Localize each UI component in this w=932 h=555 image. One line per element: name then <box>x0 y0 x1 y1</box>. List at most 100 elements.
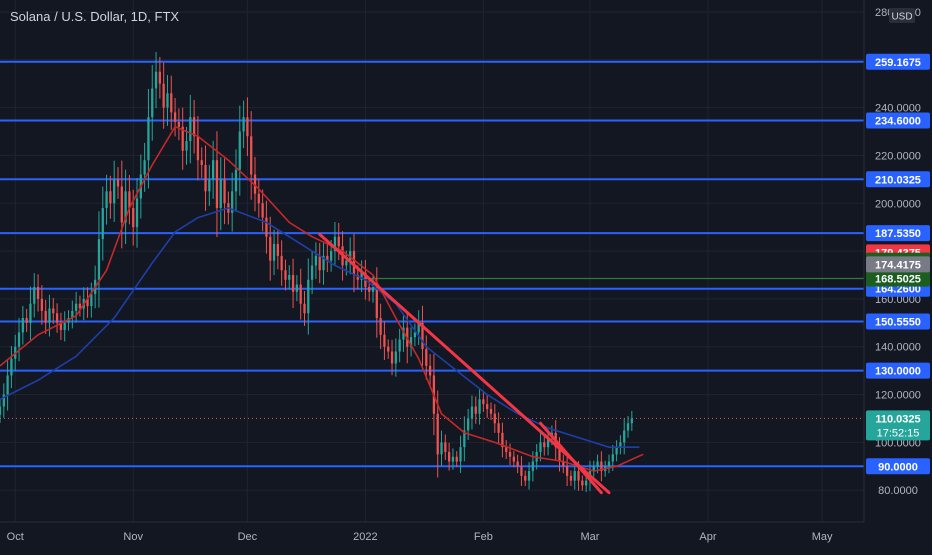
candle-body <box>10 358 13 376</box>
candle-body <box>337 236 340 247</box>
candle-body <box>6 375 9 395</box>
level-price-label: 187.5350 <box>875 228 921 240</box>
candle-body <box>562 461 565 467</box>
candle-body <box>322 255 325 271</box>
candle-body <box>265 217 268 237</box>
candle-body <box>329 251 333 261</box>
candle-body <box>36 286 40 299</box>
candle-body <box>59 322 63 330</box>
level-price-label-bg <box>866 112 930 129</box>
last-price-label: 110.0325 <box>875 413 920 425</box>
y-tick-label: 160.0000 <box>875 294 921 306</box>
candle-body <box>52 308 55 314</box>
candle-body <box>173 112 177 122</box>
candle-body <box>425 349 428 366</box>
candle-body <box>527 471 531 481</box>
candle-body <box>200 160 203 165</box>
candle-body <box>113 179 116 204</box>
candle-body <box>158 71 162 84</box>
candle-body <box>231 191 234 213</box>
x-tick-label: Feb <box>474 531 493 543</box>
candle-body <box>280 255 283 271</box>
level-price-label-bg <box>866 362 930 379</box>
candle-body <box>409 337 413 347</box>
candle-body <box>531 461 535 472</box>
candle-body <box>539 442 542 452</box>
candle-body <box>417 322 420 333</box>
candle-body <box>516 461 519 467</box>
candle-body <box>493 413 496 424</box>
candle-body <box>615 447 618 455</box>
candle-body <box>132 208 135 228</box>
y-tick-label: 200.0000 <box>875 198 921 210</box>
time-axis-panel[interactable] <box>0 522 932 550</box>
candle-body <box>356 275 359 280</box>
level-price-label: 150.5550 <box>875 316 921 328</box>
candle-body <box>33 286 36 304</box>
candle-body <box>508 451 512 457</box>
candle-body <box>212 160 215 180</box>
candle-body <box>25 318 28 323</box>
candle-body <box>246 117 249 137</box>
candle-body <box>170 93 173 113</box>
candle-body <box>379 318 382 335</box>
candle-body <box>394 351 397 364</box>
currency-badge[interactable] <box>889 8 915 23</box>
candle-body <box>2 394 5 407</box>
candle-body <box>234 169 238 192</box>
x-tick-label: Dec <box>238 531 258 543</box>
candle-body <box>467 418 470 431</box>
level-price-label-bg <box>866 313 930 330</box>
candles <box>0 52 633 493</box>
level-price-label-bg <box>866 225 930 242</box>
candle-body <box>97 239 101 280</box>
level-price-label-bg <box>866 458 930 475</box>
candle-body <box>390 351 394 364</box>
candle-body <box>48 308 51 323</box>
candle-body <box>569 475 573 481</box>
candle-body <box>151 88 154 118</box>
candle-body <box>185 141 188 151</box>
candle-body <box>269 236 272 261</box>
candle-body <box>501 432 504 448</box>
candle-body <box>349 251 352 261</box>
candle-body <box>166 93 169 108</box>
candle-body <box>303 303 306 314</box>
candle-body <box>78 303 82 309</box>
candle-body <box>307 279 310 314</box>
candle-body <box>489 408 493 414</box>
candle-countdown-label: 17:52:15 <box>877 427 920 439</box>
candle-body <box>611 454 614 462</box>
candle-body <box>387 346 390 352</box>
candle-body <box>101 208 104 240</box>
candle-body <box>215 160 219 209</box>
candle-body <box>345 260 348 266</box>
candle-body <box>253 174 257 194</box>
candle-body <box>505 447 508 452</box>
candle-body <box>109 191 112 204</box>
y-tick-label: 80.0000 <box>878 485 918 497</box>
last-price-label-bg <box>866 410 930 441</box>
x-tick-label: Mar <box>580 531 599 543</box>
candle-body <box>455 456 458 462</box>
candle-body <box>314 255 318 266</box>
candle-body <box>288 275 291 280</box>
candle-body <box>463 430 466 448</box>
candle-body <box>40 298 44 311</box>
candle-body <box>219 179 222 209</box>
ema-slow-line <box>0 207 640 448</box>
candle-body <box>238 131 241 170</box>
candle-body <box>486 404 489 409</box>
candle-body <box>63 322 66 330</box>
ema-fast-line <box>0 125 644 472</box>
candle-body <box>459 447 462 462</box>
candle-body <box>250 136 253 175</box>
candle-body <box>619 442 622 448</box>
candle-body <box>204 165 207 192</box>
candle-body <box>413 332 417 338</box>
moving-averages <box>0 125 644 472</box>
candle-body <box>478 399 481 414</box>
